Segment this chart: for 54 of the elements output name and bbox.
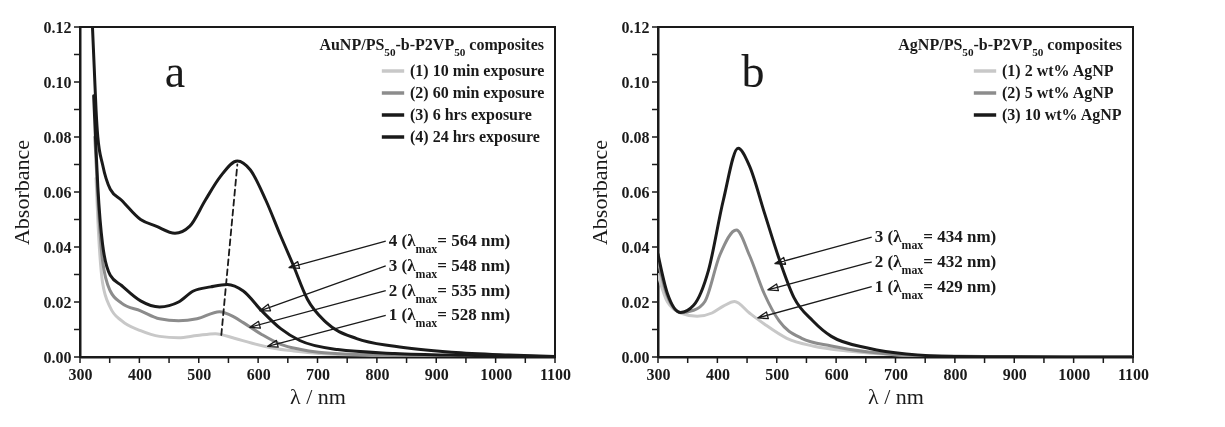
x-axis-title: λ / nm bbox=[868, 383, 924, 409]
y-tick-label: 0.02 bbox=[43, 293, 72, 311]
y-tick-label: 0.00 bbox=[621, 348, 650, 366]
y-tick-label: 0.10 bbox=[43, 73, 72, 91]
legend-label: (2) 60 min exposure bbox=[410, 84, 545, 102]
x-tick-label: 800 bbox=[943, 365, 968, 383]
x-tick-label: 300 bbox=[646, 365, 671, 383]
y-axis-title: Absorbance bbox=[586, 139, 612, 246]
y-tick-label: 0.04 bbox=[43, 238, 72, 256]
x-tick-label: 300 bbox=[68, 365, 93, 383]
x-tick-label: 500 bbox=[187, 365, 212, 383]
y-tick-label: 0.04 bbox=[621, 238, 650, 256]
chart-title: a bbox=[164, 46, 186, 98]
x-tick-label: 900 bbox=[424, 365, 449, 383]
annotation: 2 (λ$_{max}$= 432 nm) bbox=[874, 251, 997, 277]
legend-label: (3) 10 wt% AgNP bbox=[1002, 106, 1122, 124]
legend-label: (1) 10 min exposure bbox=[410, 62, 545, 80]
legend-title: AuNP/PS$_{50}$-b-P2VP$_{50}$ composites bbox=[319, 36, 544, 58]
y-tick-label: 0.02 bbox=[621, 293, 650, 311]
legend-title: AgNP/PS$_{50}$-b-P2VP$_{50}$ composites bbox=[898, 36, 1122, 58]
x-tick-label: 700 bbox=[306, 365, 330, 383]
y-tick-label: 0.08 bbox=[43, 128, 72, 146]
x-tick-label: 400 bbox=[705, 365, 730, 383]
annotation: 2 (λ$_{max}$= 535 nm) bbox=[388, 280, 511, 306]
x-tick-label: 600 bbox=[246, 365, 271, 383]
annotation: 1 (λ$_{max}$= 429 nm) bbox=[874, 276, 997, 302]
annotation: 3 (λ$_{max}$= 548 nm) bbox=[388, 255, 511, 281]
x-tick-label: 500 bbox=[765, 365, 790, 383]
y-tick-label: 0.12 bbox=[621, 18, 650, 36]
x-tick-label: 1100 bbox=[539, 365, 572, 383]
x-tick-label: 900 bbox=[1002, 365, 1027, 383]
y-tick-label: 0.10 bbox=[621, 73, 650, 91]
y-tick-label: 0.08 bbox=[621, 128, 650, 146]
legend-label: (1) 2 wt% AgNP bbox=[1002, 62, 1114, 80]
y-tick-label: 0.00 bbox=[43, 348, 72, 366]
legend-label: (2) 5 wt% AgNP bbox=[1002, 84, 1114, 102]
legend-label: (4) 24 hrs exposure bbox=[410, 128, 540, 146]
x-tick-label: 800 bbox=[365, 365, 390, 383]
x-tick-label: 1100 bbox=[1117, 365, 1150, 383]
annotation: 4 (λ$_{max}$= 564 nm) bbox=[388, 231, 511, 257]
y-tick-label: 0.06 bbox=[43, 183, 72, 201]
x-axis-title: λ / nm bbox=[290, 383, 346, 409]
y-tick-label: 0.06 bbox=[621, 183, 650, 201]
x-tick-label: 400 bbox=[127, 365, 152, 383]
y-axis-title: Absorbance bbox=[8, 139, 34, 246]
annotation: 3 (λ$_{max}$= 434 nm) bbox=[874, 227, 997, 253]
x-tick-label: 700 bbox=[884, 365, 908, 383]
x-tick-label: 1000 bbox=[1058, 365, 1091, 383]
y-tick-label: 0.12 bbox=[43, 18, 72, 36]
x-tick-label: 1000 bbox=[480, 365, 513, 383]
annotation: 1 (λ$_{max}$= 528 nm) bbox=[388, 305, 511, 331]
x-tick-label: 600 bbox=[824, 365, 849, 383]
chart-title: b bbox=[741, 46, 765, 98]
legend-label: (3) 6 hrs exposure bbox=[410, 106, 532, 124]
